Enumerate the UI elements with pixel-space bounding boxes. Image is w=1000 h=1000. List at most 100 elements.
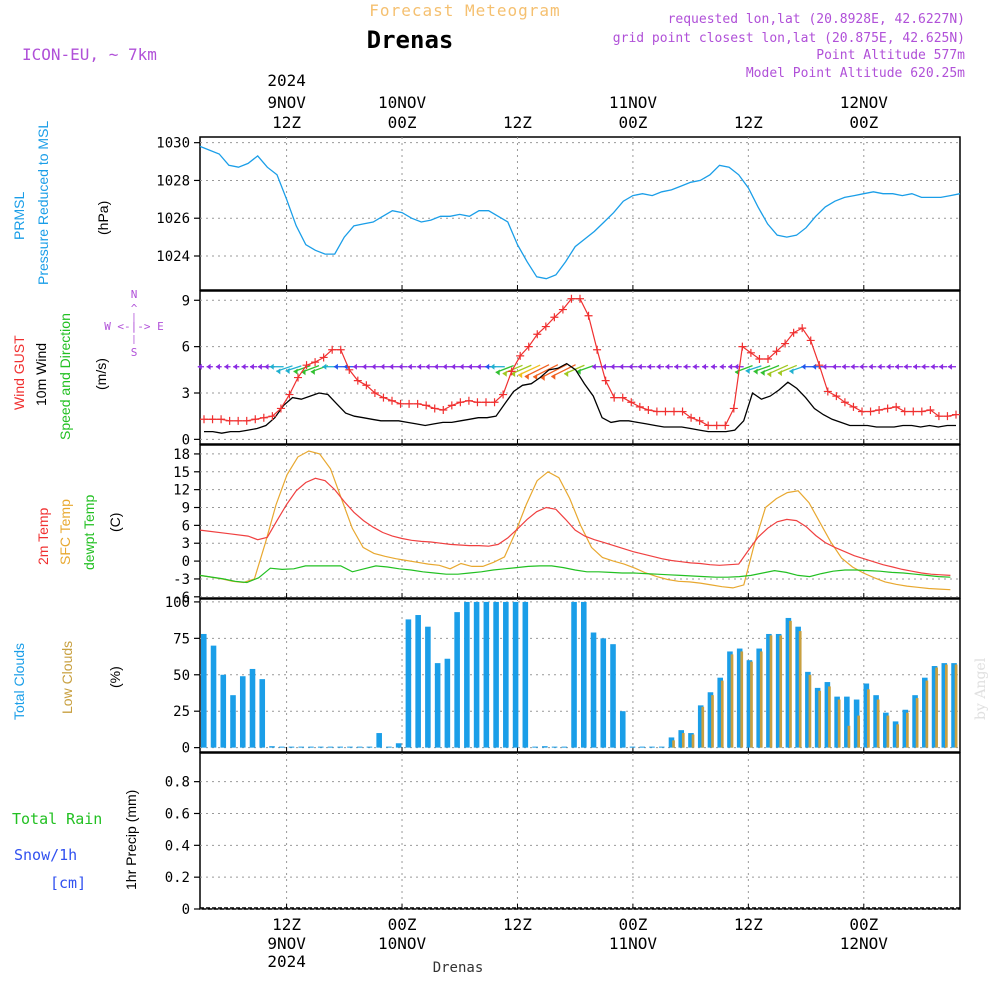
wind-arrowhead [285, 368, 290, 375]
gust-marker [823, 387, 832, 396]
prmsl-label: PRMSL [11, 192, 27, 240]
snow-label: Snow/1h [14, 846, 77, 864]
snow-unit-label: [cm] [50, 874, 86, 892]
gust-marker [439, 406, 448, 414]
wind-arrowhead [868, 363, 873, 370]
wind-arrowhead [490, 363, 495, 370]
gust-marker [516, 351, 525, 360]
gust-marker [934, 412, 943, 421]
total-cloud-bar [454, 612, 460, 748]
gust-marker [635, 402, 644, 411]
precip-ytick-label: 0.8 [165, 775, 190, 791]
clouds-ytick-label: 25 [173, 704, 190, 720]
gust-marker [259, 413, 268, 422]
total-cloud-bar [619, 711, 626, 748]
total-cloud-bar [658, 746, 665, 748]
gust-marker [319, 353, 328, 362]
total-cloud-bar [902, 709, 909, 748]
gust-marker [815, 361, 824, 370]
top-tick-label: 2024 [267, 71, 306, 90]
low-cloud-bar [896, 724, 899, 748]
total-cloud-bar [785, 617, 792, 748]
precip-ytick-label: 0.2 [165, 870, 190, 886]
gust-marker [311, 358, 320, 367]
gust-marker [370, 389, 379, 397]
total-cloud-bar [639, 746, 646, 748]
temp-ytick-label: 15 [173, 465, 190, 481]
temp-ytick-label: -3 [173, 572, 190, 588]
gust-marker [276, 404, 285, 413]
temp-ytick-label: 18 [173, 447, 190, 463]
wind-arrowhead [417, 363, 422, 370]
wind-arrowhead [921, 363, 926, 370]
temp-ytick-label: -6 [173, 590, 190, 606]
total-cloud-bar [434, 663, 441, 748]
wind-arrowhead [745, 368, 750, 375]
model-altitude: Model Point Altitude 620.25m [746, 66, 965, 81]
wind-arrowhead [485, 363, 490, 370]
wind-arrowhead [812, 363, 817, 370]
location-title: Drenas [367, 26, 454, 54]
wind-arrowhead [719, 363, 724, 370]
gust-marker [413, 399, 422, 408]
gust-marker [550, 313, 559, 322]
gust-marker [721, 421, 730, 430]
pressure-frame [199, 136, 961, 291]
temp-ytick-label: 6 [182, 518, 190, 534]
wind-arrowhead [197, 363, 202, 370]
wind-arrowhead [886, 363, 891, 370]
bottom-tick-label: 12NOV [840, 934, 889, 953]
total-cloud-bar [629, 746, 636, 748]
wind-arrowhead [665, 363, 670, 370]
total-cloud-bar [600, 638, 607, 748]
precip-frame [199, 752, 961, 910]
wind-arrowhead [371, 363, 376, 370]
wind-arrowhead [591, 363, 596, 370]
low-cloud-bar [867, 689, 870, 748]
t2m-label: 2m Temp [35, 507, 51, 565]
wind-arrowhead [551, 373, 556, 380]
wind-arrowhead [264, 363, 269, 370]
total-cloud-bar [678, 730, 685, 748]
low-cloud-bar [906, 712, 909, 748]
total-cloud-bar [220, 674, 227, 748]
total-cloud-bar [756, 648, 762, 748]
wind-arrowhead [398, 363, 403, 370]
wind-gust-markers [200, 294, 960, 430]
point-altitude: Point Altitude 577m [816, 48, 965, 63]
gust-marker [541, 322, 550, 331]
bottom-tick-label: 12Z [272, 915, 301, 934]
precip-ytick-label: 0.6 [165, 806, 190, 822]
wind-arrowhead [451, 363, 456, 370]
wind-arrowhead [683, 363, 688, 370]
wind-arrowhead [903, 363, 908, 370]
wind-arrowhead [276, 368, 281, 375]
total-cloud-bar [298, 746, 305, 748]
gust-marker [926, 406, 935, 414]
gust-marker [644, 406, 653, 414]
wind-arrowhead [215, 363, 220, 370]
temperature-y-ticks: -6 -3 0 3 69 12 15 18 [173, 447, 200, 606]
wind-gust-label: Wind GUST [11, 335, 27, 410]
low-cloud-bar [769, 635, 773, 748]
pressure-grid [200, 137, 960, 290]
model-label: ICON-EU, ~ 7km [22, 45, 157, 64]
wind-arrowhead [407, 363, 412, 370]
low-cloud-bar [886, 715, 890, 748]
gust-marker [601, 376, 610, 385]
clouds-ytick-label: 0 [182, 741, 190, 757]
gust-marker [712, 421, 721, 430]
temp-unit-label: (C) [107, 513, 123, 532]
wind-arrowhead [533, 374, 538, 381]
wind-arrowhead [628, 363, 633, 370]
total-cloud-bar [425, 626, 431, 748]
gust-marker [490, 398, 499, 407]
gust-marker [533, 330, 542, 339]
low-cloud-bar [925, 680, 929, 748]
total-cloud-bar [415, 615, 421, 748]
gust-marker [456, 398, 465, 407]
gust-marker [832, 392, 841, 401]
gust-marker [678, 407, 687, 416]
total-cloud-bar [912, 695, 918, 748]
total-cloud-bar [561, 746, 568, 748]
